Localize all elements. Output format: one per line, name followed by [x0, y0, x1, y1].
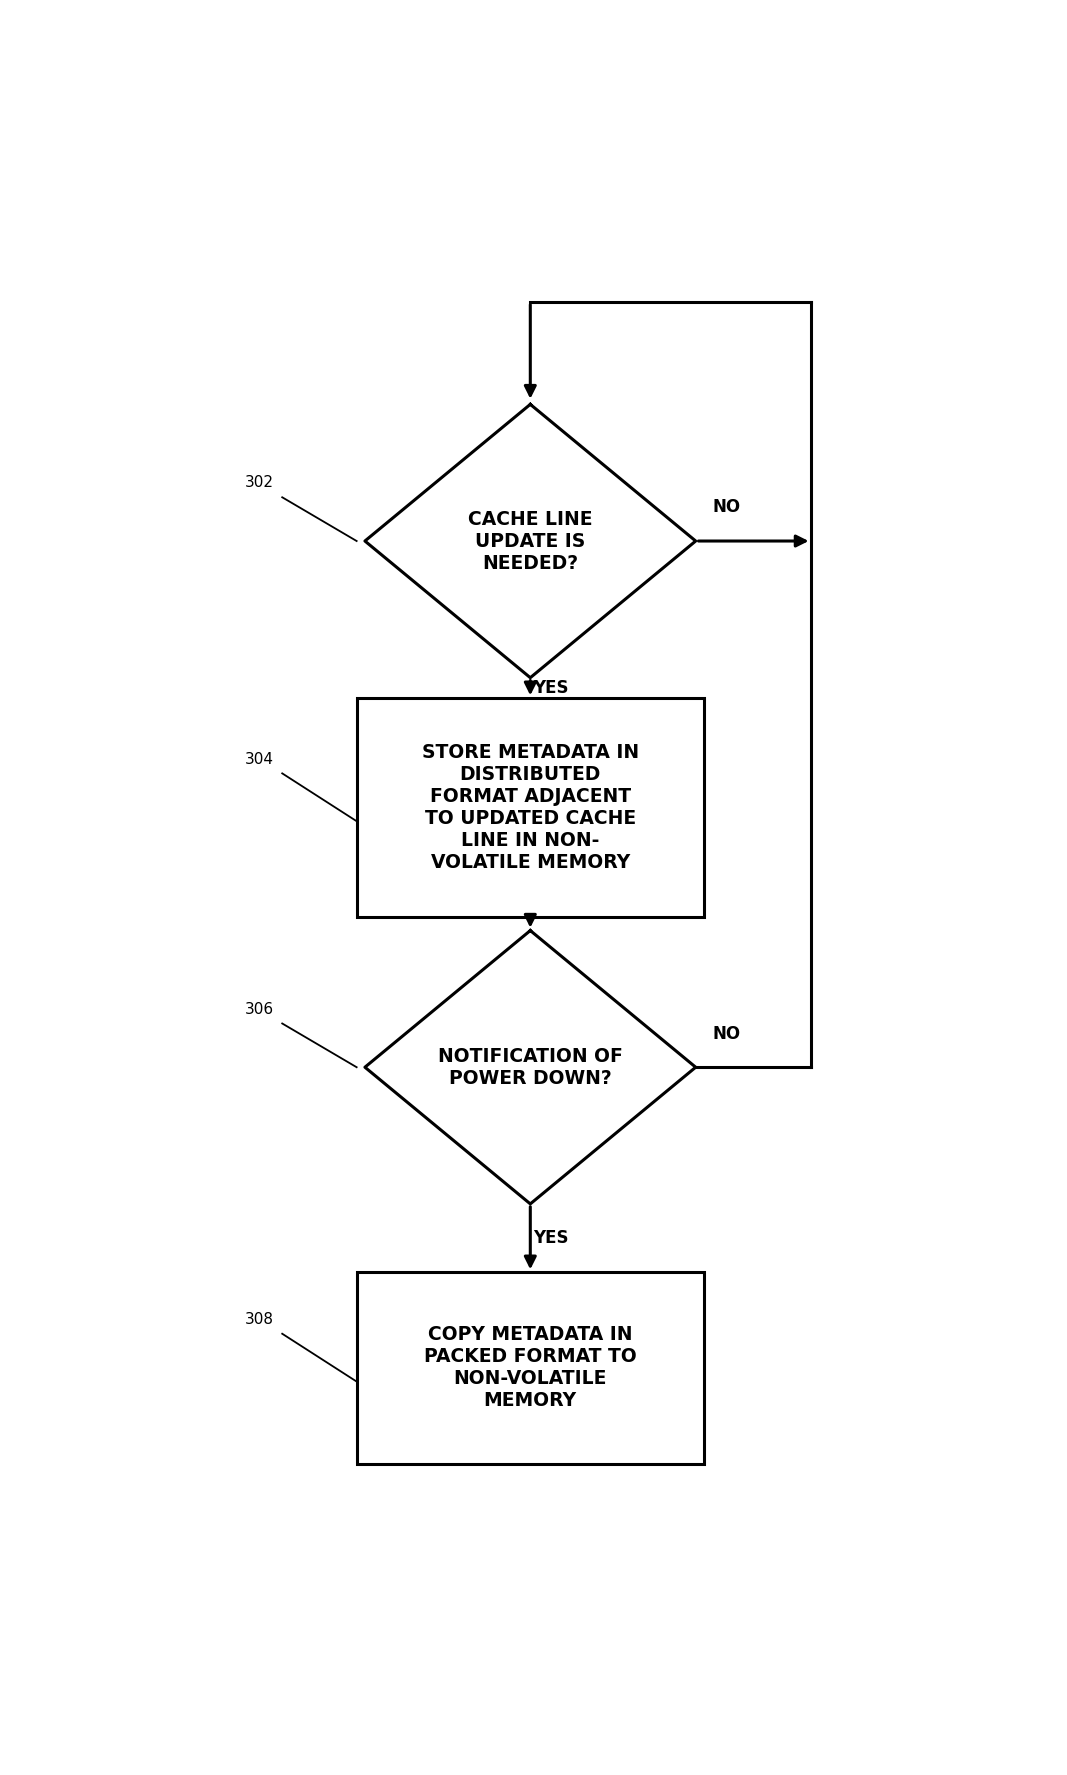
Text: 308: 308	[245, 1312, 274, 1328]
Text: COPY METADATA IN
PACKED FORMAT TO
NON-VOLATILE
MEMORY: COPY METADATA IN PACKED FORMAT TO NON-VO…	[424, 1326, 637, 1411]
Text: STORE METADATA IN
DISTRIBUTED
FORMAT ADJACENT
TO UPDATED CACHE
LINE IN NON-
VOLA: STORE METADATA IN DISTRIBUTED FORMAT ADJ…	[421, 744, 639, 872]
Bar	[356, 698, 704, 918]
Text: YES: YES	[534, 1228, 569, 1248]
Text: CACHE LINE
UPDATE IS
NEEDED?: CACHE LINE UPDATE IS NEEDED?	[468, 509, 592, 573]
Text: NOTIFICATION OF
POWER DOWN?: NOTIFICATION OF POWER DOWN?	[437, 1047, 623, 1088]
Text: YES: YES	[534, 680, 569, 698]
Text: NO: NO	[713, 1024, 740, 1042]
Text: NO: NO	[713, 499, 740, 517]
Text: 304: 304	[245, 751, 274, 767]
Text: 302: 302	[245, 476, 274, 490]
Bar	[356, 1273, 704, 1464]
Text: 306: 306	[244, 1001, 274, 1017]
